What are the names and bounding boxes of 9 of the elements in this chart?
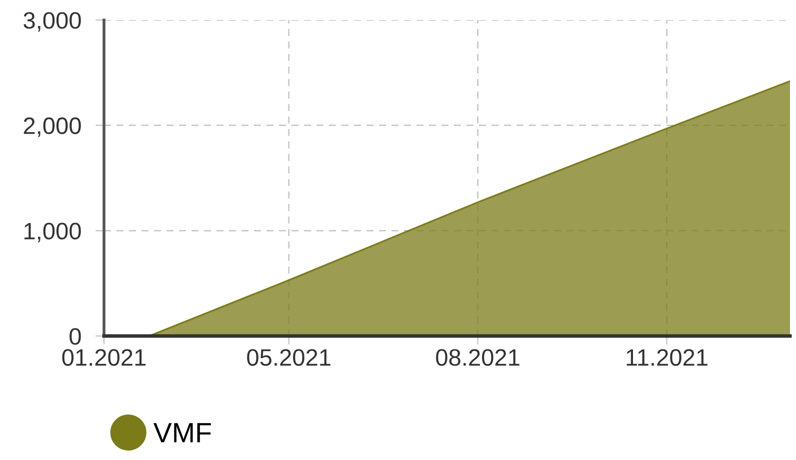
- legend-label: VMF: [153, 423, 211, 442]
- y-tick-label: 3,000: [24, 12, 81, 32]
- x-tick-label: 01.2021: [62, 349, 146, 366]
- x-tick-label: 08.2021: [436, 349, 520, 366]
- x-tick-label: 11.2021: [626, 349, 708, 366]
- y-tick-label: 1,000: [24, 222, 81, 242]
- y-tick-label: 0: [70, 328, 81, 345]
- x-tick-label: 05.2021: [247, 349, 330, 366]
- y-tick-label: 2,000: [24, 117, 81, 137]
